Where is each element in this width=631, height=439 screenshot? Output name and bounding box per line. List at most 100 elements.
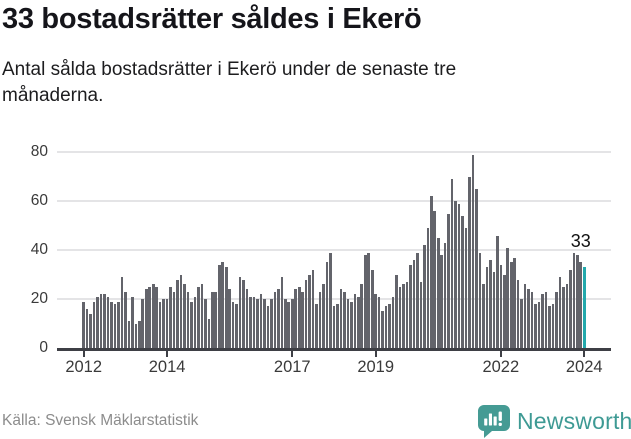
x-axis-year-label: 2012 — [65, 358, 103, 376]
bar — [297, 286, 301, 348]
bar — [89, 313, 92, 348]
bar — [148, 286, 152, 348]
bar — [377, 296, 381, 348]
bar — [252, 296, 256, 348]
bar — [113, 304, 117, 348]
bar — [204, 299, 207, 348]
bar — [450, 179, 454, 348]
bar — [520, 299, 523, 348]
bar — [318, 291, 322, 348]
bar — [256, 299, 259, 348]
bar — [162, 299, 165, 348]
bar — [523, 284, 527, 348]
bar — [468, 176, 471, 348]
bar — [530, 291, 534, 348]
bar — [231, 301, 235, 348]
bar — [419, 282, 423, 348]
bar — [509, 262, 513, 348]
bar — [370, 269, 374, 348]
x-axis-year-label: 2017 — [273, 358, 311, 376]
bar — [489, 260, 492, 348]
bar — [551, 304, 555, 348]
bar — [266, 306, 270, 348]
bar — [99, 294, 103, 348]
bar — [315, 304, 318, 348]
bar — [409, 264, 412, 348]
bar — [464, 228, 468, 348]
bar — [287, 301, 291, 348]
bar — [151, 284, 155, 348]
bar — [193, 296, 197, 348]
x-axis-tick — [82, 351, 85, 357]
x-axis-tick — [166, 351, 169, 357]
bar — [555, 291, 558, 348]
bar — [332, 306, 336, 348]
bar — [294, 289, 298, 348]
bar — [433, 211, 437, 348]
bar — [179, 274, 183, 348]
bar — [579, 262, 583, 348]
bar — [388, 304, 391, 348]
bar — [141, 299, 145, 348]
highlight-bar — [582, 267, 586, 348]
newsworthy-logo-icon — [477, 404, 511, 438]
bar — [221, 262, 225, 348]
bar — [228, 289, 231, 348]
bar — [475, 189, 478, 348]
bar — [516, 279, 520, 348]
bar — [311, 269, 315, 348]
y-axis-label: 80 — [30, 143, 48, 161]
bar — [325, 262, 329, 348]
bar — [238, 277, 242, 348]
bar — [301, 291, 304, 348]
bar — [367, 252, 371, 348]
bar — [322, 284, 325, 348]
bar — [527, 289, 530, 348]
bar — [103, 294, 106, 348]
y-axis-label: 0 — [39, 339, 48, 356]
bar — [336, 304, 339, 348]
bar — [541, 294, 544, 348]
bar — [235, 304, 238, 348]
bar — [457, 203, 461, 348]
gridline — [57, 151, 611, 154]
bar — [485, 267, 489, 348]
bar-value-annotation: 33 — [570, 231, 591, 252]
y-axis-label: 40 — [30, 241, 48, 259]
gridline — [57, 200, 611, 203]
bar — [443, 242, 447, 348]
bar — [548, 306, 551, 348]
bar — [280, 277, 284, 348]
bar — [138, 321, 141, 348]
bar — [82, 301, 85, 348]
bar — [242, 279, 245, 348]
bar — [502, 274, 506, 348]
bar — [544, 291, 548, 348]
axis-baseline — [57, 348, 611, 351]
newsworthy-logo[interactable]: Newsworthy — [477, 404, 631, 438]
bar — [430, 196, 433, 348]
bar — [562, 286, 565, 348]
page-title: 33 bostadsrätter såldes i Ekerö — [2, 3, 422, 35]
bar — [169, 286, 172, 348]
bar — [165, 299, 169, 348]
bar — [426, 228, 430, 348]
bar — [96, 296, 99, 348]
bar — [92, 301, 96, 348]
source-caption: Källa: Svensk Mäklarstatistik — [2, 412, 199, 429]
bar — [211, 291, 214, 348]
bar — [436, 238, 440, 348]
bar — [363, 255, 367, 348]
bar — [447, 213, 450, 348]
bar — [575, 255, 579, 348]
bar — [144, 289, 148, 348]
bar — [158, 301, 162, 348]
x-axis-tick — [583, 351, 586, 357]
chart-subtitle: Antal sålda bostadsrätter i Ekerö under … — [2, 59, 457, 106]
bar — [190, 301, 193, 348]
bar — [343, 291, 346, 348]
bar — [259, 294, 263, 348]
bar — [461, 216, 464, 348]
bar — [565, 284, 569, 348]
bar — [290, 299, 294, 348]
